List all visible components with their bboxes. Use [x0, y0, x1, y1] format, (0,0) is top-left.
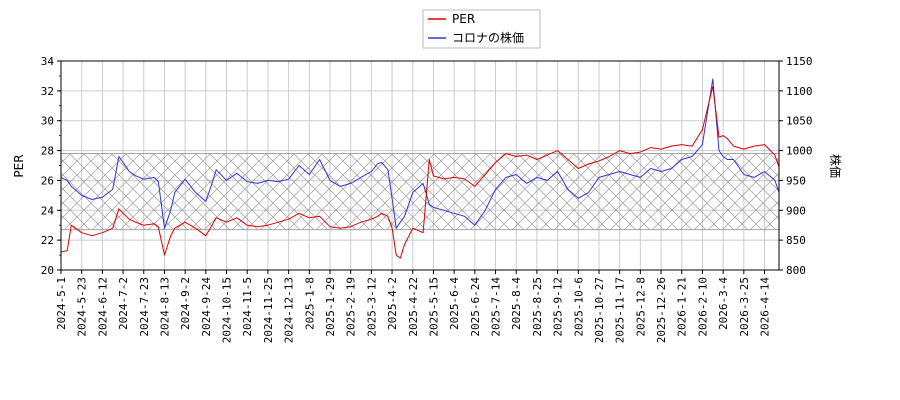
x-tick-label: 2025-7-14 — [490, 277, 503, 337]
x-tick-label: 2025-1-29 — [324, 277, 337, 337]
y-right-tick-label: 800 — [786, 264, 806, 277]
y-left-tick-label: 32 — [41, 85, 54, 98]
y-left-tick-label: 20 — [41, 264, 54, 277]
x-tick-label: 2024-7-2 — [117, 277, 130, 330]
x-tick-label: 2025-2-19 — [345, 277, 358, 337]
x-tick-label: 2025-11-17 — [614, 277, 627, 343]
x-tick-label: 2024-11-5 — [241, 277, 254, 337]
legend-label-stock-price: コロナの株価 — [452, 30, 524, 45]
x-tick-label: 2025-6-4 — [448, 277, 461, 330]
x-tick-label: 2026-1-21 — [676, 277, 689, 337]
x-tick-label: 2024-10-15 — [221, 277, 234, 343]
left-axis: 20 22 24 26 28 30 32 34 — [41, 55, 61, 277]
series-line-per — [61, 85, 779, 259]
y-left-tick-label: 24 — [41, 204, 55, 217]
y-left-tick-label: 30 — [41, 115, 54, 128]
y-right-tick-label: 1000 — [786, 145, 813, 158]
x-tick-label: 2025-1-8 — [303, 277, 316, 330]
y-right-tick-label: 850 — [786, 234, 806, 247]
legend-box — [422, 9, 541, 49]
x-tick-label: 2024-5-23 — [76, 277, 89, 337]
x-tick-label: 2025-6-24 — [469, 277, 482, 337]
y-left-axis-title: PER — [12, 154, 26, 177]
y-right-tick-label: 900 — [786, 204, 806, 217]
y-right-tick-label: 1150 — [786, 55, 813, 68]
y-right-tick-label: 1100 — [786, 85, 813, 98]
x-tick-label: 2026-3-25 — [738, 277, 751, 337]
x-tick-label: 2025-3-12 — [365, 277, 378, 337]
series-lines — [61, 78, 779, 259]
legend-label-per: PER — [452, 12, 475, 26]
y-right-tick-label: 1050 — [786, 115, 813, 128]
y-left-tick-label: 22 — [41, 234, 54, 247]
x-tick-label: 2025-12-8 — [634, 277, 647, 337]
x-tick-label: 2024-8-13 — [158, 277, 171, 337]
x-tick-label: 2025-9-12 — [552, 277, 565, 337]
x-tick-label: 2025-5-15 — [427, 277, 440, 337]
x-tick-label: 2025-12-26 — [655, 277, 668, 343]
x-tick-label: 2024-9-24 — [200, 277, 213, 337]
x-tick-label: 2024-9-2 — [179, 277, 192, 330]
x-tick-label: 2025-10-27 — [593, 277, 606, 343]
reference-band — [61, 153, 779, 231]
x-tick-label: 2025-4-2 — [386, 277, 399, 330]
x-tick-label: 2024-11-25 — [262, 277, 275, 343]
y-left-tick-label: 34 — [41, 55, 55, 68]
x-tick-label: 2024-6-12 — [96, 277, 109, 337]
x-tick-label: 2025-8-25 — [531, 277, 544, 337]
x-tick-label: 2024-5-1 — [55, 277, 68, 330]
y-left-tick-label: 26 — [41, 174, 54, 187]
y-right-tick-label: 950 — [786, 174, 806, 187]
y-left-tick-label: 28 — [41, 145, 54, 158]
band-fill — [61, 153, 779, 230]
series-line-stock-price — [61, 78, 779, 229]
x-tick-label: 2024-7-23 — [138, 277, 151, 337]
x-tick-label: 2024-12-13 — [283, 277, 296, 343]
x-tick-label: 2025-4-22 — [407, 277, 420, 337]
legend: PER コロナの株価 — [422, 9, 541, 49]
right-axis: 800 850 900 950 1000 1050 1100 1150 — [779, 55, 813, 277]
x-tick-label: 2025-8-4 — [510, 277, 523, 330]
x-axis: 2024-5-1 2024-5-23 2024-6-12 2024-7-2 2024-7… — [55, 270, 772, 343]
x-tick-label: 2026-3-4 — [717, 277, 730, 330]
x-tick-label: 2025-10-6 — [572, 277, 585, 337]
x-tick-label: 2026-2-10 — [696, 277, 709, 337]
x-tick-label: 2026-4-14 — [759, 277, 772, 337]
y-right-axis-title: 株価 — [828, 154, 843, 178]
